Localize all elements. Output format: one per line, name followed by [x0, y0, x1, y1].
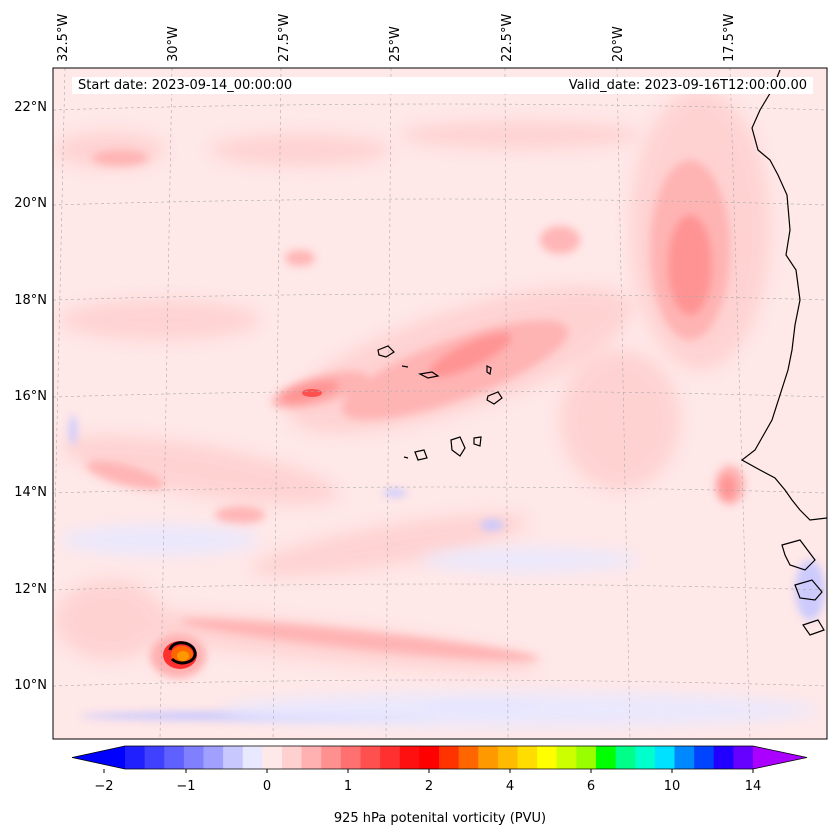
colorbar-segment — [183, 746, 204, 769]
colorbar-segment — [694, 746, 715, 769]
coastline — [377, 69, 827, 636]
colorbar-segment — [262, 746, 283, 769]
map-frame — [52, 67, 828, 740]
colorbar-segment — [596, 746, 617, 769]
colorbar-segment — [478, 746, 499, 769]
colorbar-segment — [674, 746, 695, 769]
colorbar-segment — [419, 746, 440, 769]
colorbar-segment — [615, 746, 636, 769]
colorbar-segment — [282, 746, 303, 769]
lon-tick: 27.5°W — [277, 14, 292, 62]
colorbar-extend-high — [753, 746, 807, 769]
lon-tick: 22.5°W — [500, 14, 515, 62]
colorbar-tick: −2 — [94, 779, 113, 794]
pv-field — [53, 68, 827, 739]
colorbar-ticks: −2 −1 0 1 2 4 6 10 14 — [94, 779, 761, 794]
colorbar-segment — [399, 746, 420, 769]
colorbar-segment — [576, 746, 597, 769]
lon-tick: 25°W — [388, 26, 403, 62]
lat-tick: 22°N — [14, 100, 47, 115]
lat-tick: 18°N — [14, 293, 47, 308]
colorbar-tick: 10 — [664, 779, 681, 794]
colorbar-tick: 4 — [506, 779, 514, 794]
colorbar-segment — [340, 746, 361, 769]
colorbar-segment — [556, 746, 577, 769]
storm-core — [150, 634, 206, 678]
colorbar-segment — [537, 746, 558, 769]
start-date-label: Start date: 2023-09-14_00:00:00 — [72, 77, 478, 94]
lat-tick: 16°N — [14, 389, 47, 404]
colorbar-segment — [458, 746, 479, 769]
colorbar-segment — [635, 746, 656, 769]
colorbar-segment — [301, 746, 322, 769]
colorbar-segment — [439, 746, 460, 769]
colorbar-tick: −1 — [176, 779, 195, 794]
colorbar-segment — [164, 746, 185, 769]
colorbar-tick: 6 — [587, 779, 595, 794]
colorbar-segment — [203, 746, 224, 769]
colorbar-segment — [125, 746, 146, 769]
lat-tick: 20°N — [14, 196, 47, 211]
valid-date-label: Valid_date: 2023-09-16T12:00:00.00 — [472, 77, 813, 94]
colorbar-extend-low — [72, 746, 125, 769]
colorbar-tick: 1 — [344, 779, 352, 794]
lon-tick: 20°W — [611, 26, 626, 62]
colorbar-segment — [517, 746, 538, 769]
colorbar-outline — [71, 745, 808, 770]
colorbar-segment — [223, 746, 244, 769]
lat-tick: 12°N — [14, 582, 47, 597]
lat-tick: 10°N — [14, 678, 47, 693]
colorbar-segment — [144, 746, 165, 769]
colorbar-segment — [733, 746, 754, 769]
latitude-ticks: 22°N 20°N 18°N 16°N 14°N 12°N 10°N — [14, 100, 47, 693]
lat-tick: 14°N — [14, 485, 47, 500]
colorbar-tick: 0 — [263, 779, 271, 794]
colorbar-label: 925 hPa potenital vorticity (PVU) — [334, 811, 546, 826]
colorbar-segment — [360, 746, 381, 769]
colorbar-tick: 14 — [745, 779, 762, 794]
longitude-ticks: 32.5°W 30°W 27.5°W 25°W 22.5°W 20°W 17.5… — [56, 14, 737, 62]
colorbar-segment — [242, 746, 263, 769]
colorbar-segment — [713, 746, 734, 769]
colorbar-segment — [497, 746, 518, 769]
colorbar-segment — [321, 746, 342, 769]
lon-tick: 32.5°W — [56, 14, 71, 62]
colorbar-segment — [380, 746, 401, 769]
lon-tick: 30°W — [166, 26, 181, 62]
colorbar — [71, 745, 808, 773]
lon-tick: 17.5°W — [722, 14, 737, 62]
colorbar-tick: 2 — [425, 779, 433, 794]
graticule — [53, 68, 827, 739]
colorbar-segment — [654, 746, 675, 769]
